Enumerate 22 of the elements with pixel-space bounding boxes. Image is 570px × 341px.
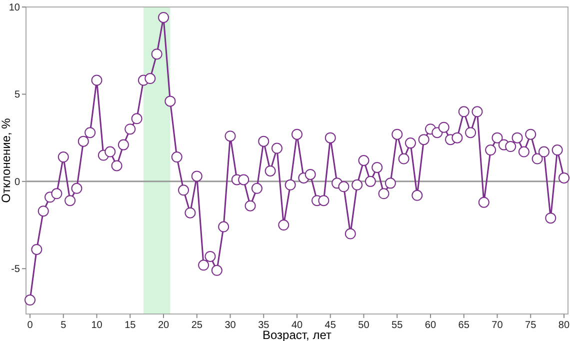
x-tick-label: 25 <box>191 320 203 331</box>
x-tick-label: 60 <box>424 320 436 331</box>
x-tick-label: 55 <box>392 320 404 331</box>
x-tick-label: 65 <box>458 320 470 331</box>
x-tick-label: 40 <box>291 320 303 331</box>
x-tick-label: 10 <box>91 320 103 331</box>
x-tick-label: 35 <box>258 320 270 331</box>
x-tick-label: 15 <box>124 320 136 331</box>
x-tick-label: 80 <box>558 320 570 331</box>
y-tick-label: 5 <box>14 90 20 101</box>
x-tick-label: 45 <box>324 320 336 331</box>
x-tick-label: 5 <box>60 320 67 331</box>
x-tick-label: 75 <box>525 320 537 331</box>
y-tick-label: 10 <box>8 2 20 14</box>
x-tick-label: 50 <box>358 320 370 331</box>
y-tick-label: -5 <box>11 264 20 276</box>
x-tick-label: 20 <box>158 320 170 331</box>
y-axis-title: Отклонение, % <box>0 118 13 203</box>
x-tick-label: 0 <box>27 320 34 331</box>
x-tick-label: 30 <box>224 320 236 331</box>
y-tick-label: 0 <box>14 176 20 188</box>
x-tick-label: 70 <box>492 320 504 331</box>
